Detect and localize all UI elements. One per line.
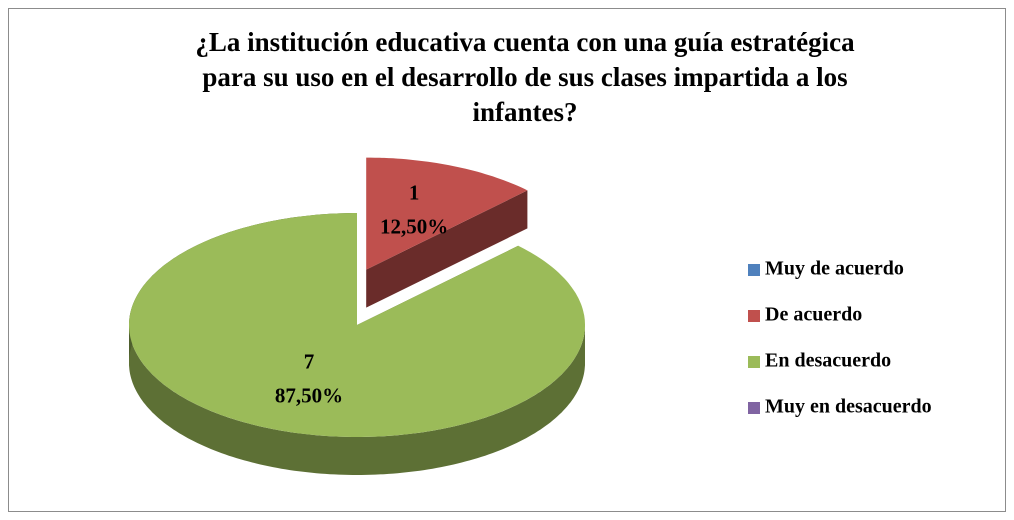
legend-swatch — [748, 356, 760, 368]
chart-title: ¿La institución educativa cuenta con una… — [195, 27, 855, 57]
percent-label: 12,50% — [380, 214, 448, 238]
pie-slice — [366, 157, 528, 270]
legend-swatch — [748, 310, 760, 322]
legend-label: Muy de acuerdo — [765, 258, 904, 280]
slice-wall — [366, 190, 528, 308]
legend-label: En desacuerdo — [765, 350, 891, 372]
chart-title: infantes? — [472, 97, 577, 127]
data-label: 1 — [409, 180, 420, 204]
legend-swatch — [748, 402, 760, 414]
slice-side — [129, 325, 585, 475]
data-label: 7 — [304, 350, 315, 374]
percent-label: 87,50% — [275, 384, 343, 408]
chart-title: para su uso en el desarrollo de sus clas… — [202, 62, 847, 92]
legend-label: De acuerdo — [765, 304, 862, 326]
legend-swatch — [748, 264, 760, 276]
legend-label: Muy en desacuerdo — [765, 396, 932, 418]
pie-slice — [129, 213, 585, 437]
